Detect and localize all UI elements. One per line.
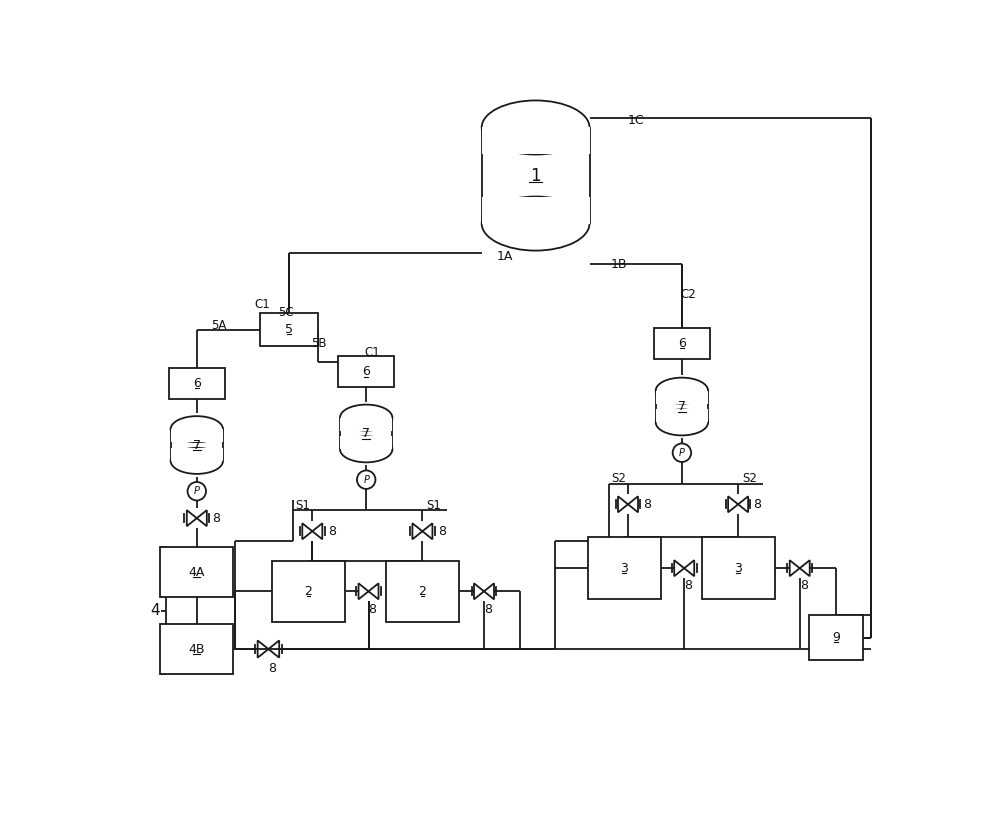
Text: 3: 3 (734, 562, 742, 575)
Circle shape (188, 482, 206, 501)
Ellipse shape (171, 416, 223, 443)
Bar (482, 127, 590, 154)
FancyBboxPatch shape (809, 615, 863, 660)
Text: 4B: 4B (189, 643, 205, 656)
Text: C1: C1 (255, 298, 270, 311)
Ellipse shape (656, 410, 708, 435)
Text: 8: 8 (369, 603, 377, 616)
Ellipse shape (656, 378, 708, 404)
Text: 4: 4 (151, 603, 160, 618)
FancyBboxPatch shape (588, 538, 661, 599)
Text: 8: 8 (328, 525, 336, 538)
Bar (340, 418, 392, 430)
Text: C1: C1 (364, 346, 380, 359)
Bar (171, 429, 223, 443)
Text: 9: 9 (832, 631, 840, 644)
Text: 8: 8 (800, 580, 808, 593)
FancyBboxPatch shape (160, 624, 233, 674)
Bar (171, 448, 223, 461)
FancyBboxPatch shape (160, 547, 233, 597)
Bar (656, 391, 708, 404)
Bar (656, 410, 708, 422)
Ellipse shape (482, 196, 590, 250)
Text: 8: 8 (212, 511, 220, 525)
Text: C2: C2 (680, 288, 696, 301)
Text: 8: 8 (643, 498, 651, 511)
Circle shape (357, 470, 375, 489)
Text: 7: 7 (678, 400, 686, 413)
Text: S2: S2 (611, 471, 626, 484)
Text: 7: 7 (362, 427, 370, 440)
Ellipse shape (171, 448, 223, 474)
Text: 1: 1 (530, 167, 541, 185)
Text: 5C: 5C (278, 306, 294, 319)
Text: 1B: 1B (611, 258, 628, 271)
Text: 6: 6 (193, 377, 201, 390)
Text: S1: S1 (426, 498, 441, 511)
Circle shape (673, 443, 691, 462)
Text: 3: 3 (620, 562, 628, 575)
Text: 5: 5 (285, 323, 293, 336)
Text: 8: 8 (684, 580, 692, 593)
FancyBboxPatch shape (260, 314, 318, 346)
FancyBboxPatch shape (272, 561, 345, 622)
Text: 6: 6 (678, 337, 686, 350)
Text: 8: 8 (268, 662, 276, 675)
Text: 1C: 1C (628, 113, 645, 126)
Text: 8: 8 (438, 525, 446, 538)
Text: S2: S2 (742, 471, 757, 484)
Text: P: P (194, 486, 200, 496)
FancyBboxPatch shape (338, 356, 394, 388)
Text: 2: 2 (305, 585, 312, 598)
Ellipse shape (482, 100, 590, 154)
Text: 5A: 5A (211, 319, 226, 333)
Text: 4A: 4A (189, 566, 205, 579)
Text: 5B: 5B (311, 337, 326, 350)
Bar (340, 436, 392, 449)
Text: 6: 6 (362, 365, 370, 378)
Ellipse shape (340, 436, 392, 462)
Text: 1A: 1A (497, 250, 513, 263)
Text: S1: S1 (295, 498, 310, 511)
Bar (482, 196, 590, 223)
FancyBboxPatch shape (386, 561, 459, 622)
Text: 2: 2 (418, 585, 426, 598)
Text: P: P (679, 447, 685, 458)
Ellipse shape (340, 405, 392, 430)
Text: 7: 7 (193, 438, 201, 452)
FancyBboxPatch shape (654, 328, 710, 359)
FancyBboxPatch shape (702, 538, 775, 599)
FancyBboxPatch shape (169, 368, 225, 399)
Text: P: P (363, 475, 369, 484)
Text: 8: 8 (484, 603, 492, 616)
Text: 8: 8 (754, 498, 762, 511)
